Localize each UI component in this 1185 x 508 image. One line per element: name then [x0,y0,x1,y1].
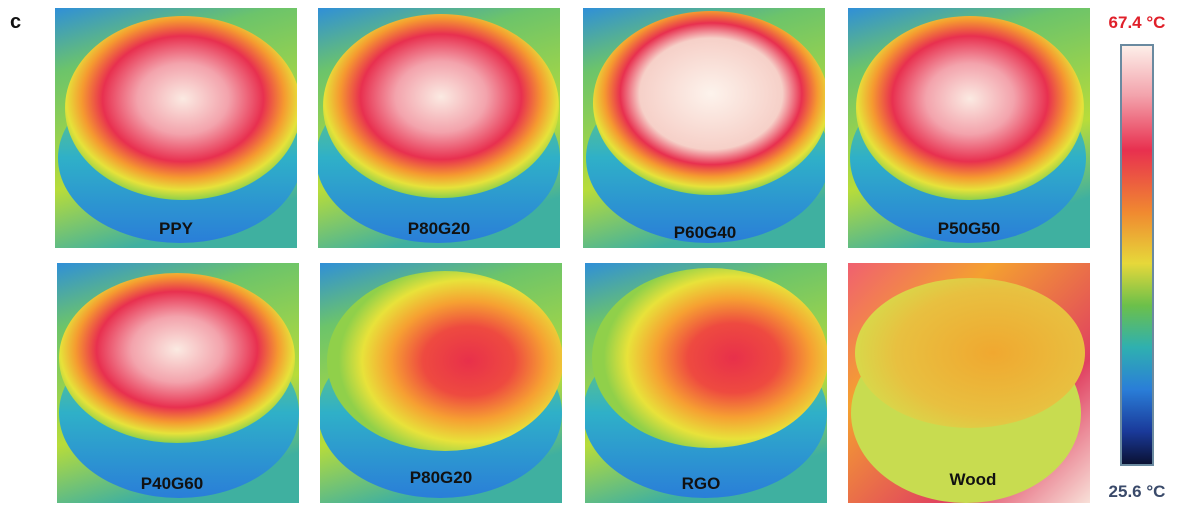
thermal-image: RGO [583,263,828,503]
thermal-image: P80G20 [318,263,563,503]
image-label: PPY [159,219,194,238]
image-label: RGO [682,474,721,493]
panel-label: c [10,11,21,33]
thermal-image: P50G50 [848,8,1090,248]
thermal-image: P60G40 [583,8,830,248]
image-label: P80G20 [408,219,470,238]
image-label: P50G50 [938,219,1000,238]
thermal-image: Wood [848,263,1090,503]
thermal-image: PPY [55,8,302,248]
image-label: Wood [950,470,997,489]
image-label: P60G40 [674,223,736,242]
thermal-image: P80G20 [316,8,560,248]
thermal-image: P40G60 [57,263,299,503]
image-label: P40G60 [141,474,203,493]
colorbar-max-label: 67.4 °C [1109,13,1166,32]
colorbar [1121,45,1153,465]
colorbar-min-label: 25.6 °C [1109,482,1166,501]
image-label: P80G20 [410,468,472,487]
figure: c PPY P80G20 P60G40 P50G50 P40G60 P80G20… [0,0,1185,508]
